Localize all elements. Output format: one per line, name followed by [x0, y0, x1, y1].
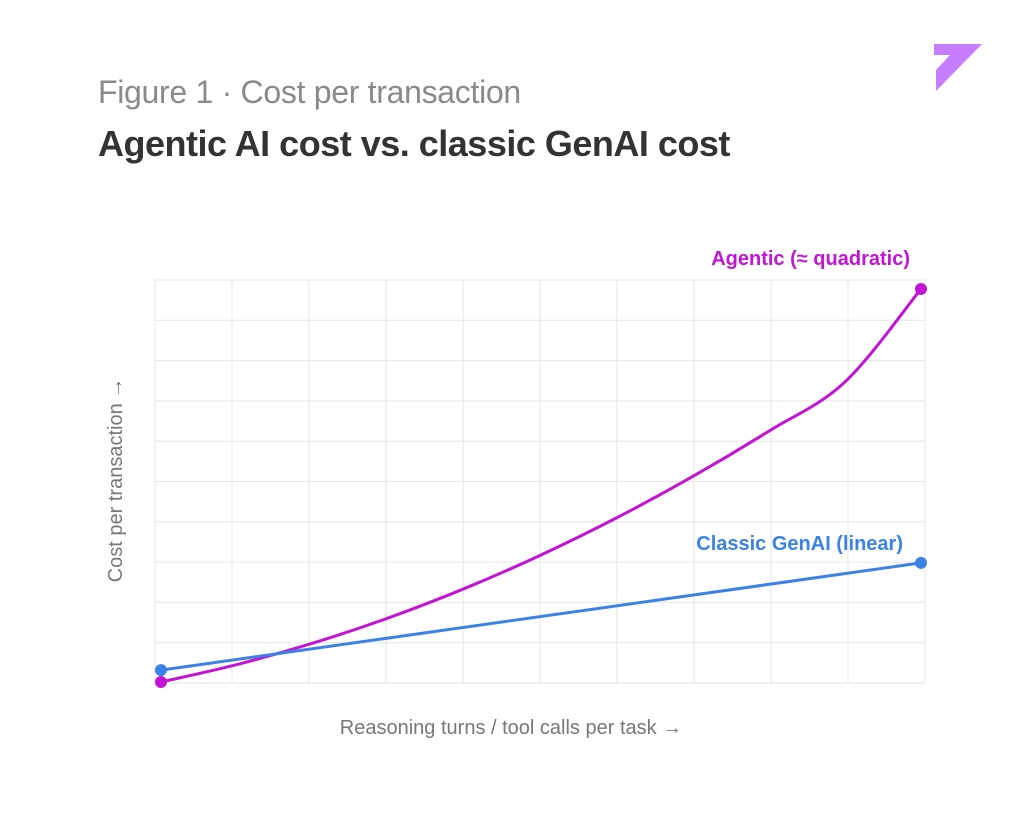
series-label-1: Classic GenAI (linear): [696, 533, 903, 555]
chart-series-labels: Agentic (≈ quadratic) Classic GenAI (line…: [696, 248, 910, 555]
chart-title: Agentic AI cost vs. classic GenAI cost: [98, 123, 730, 164]
series-line-0: [159, 287, 923, 684]
series-label-0: Agentic (≈ quadratic): [711, 248, 910, 270]
series-line-1: [159, 561, 923, 672]
chevron-logo-icon: [934, 44, 982, 91]
series-end-point-1: [915, 556, 927, 569]
figure-kicker: Figure 1 · Cost per transaction: [98, 74, 521, 110]
x-axis-label: Reasoning turns / tool calls per task →: [340, 717, 682, 739]
chart-grid: [154, 279, 926, 684]
series-start-point-1: [155, 664, 167, 677]
y-axis-label: Cost per transaction →: [105, 378, 127, 583]
chart-series: [155, 282, 927, 688]
series-end-point-0: [915, 282, 927, 295]
series-start-point-0: [155, 676, 167, 688]
